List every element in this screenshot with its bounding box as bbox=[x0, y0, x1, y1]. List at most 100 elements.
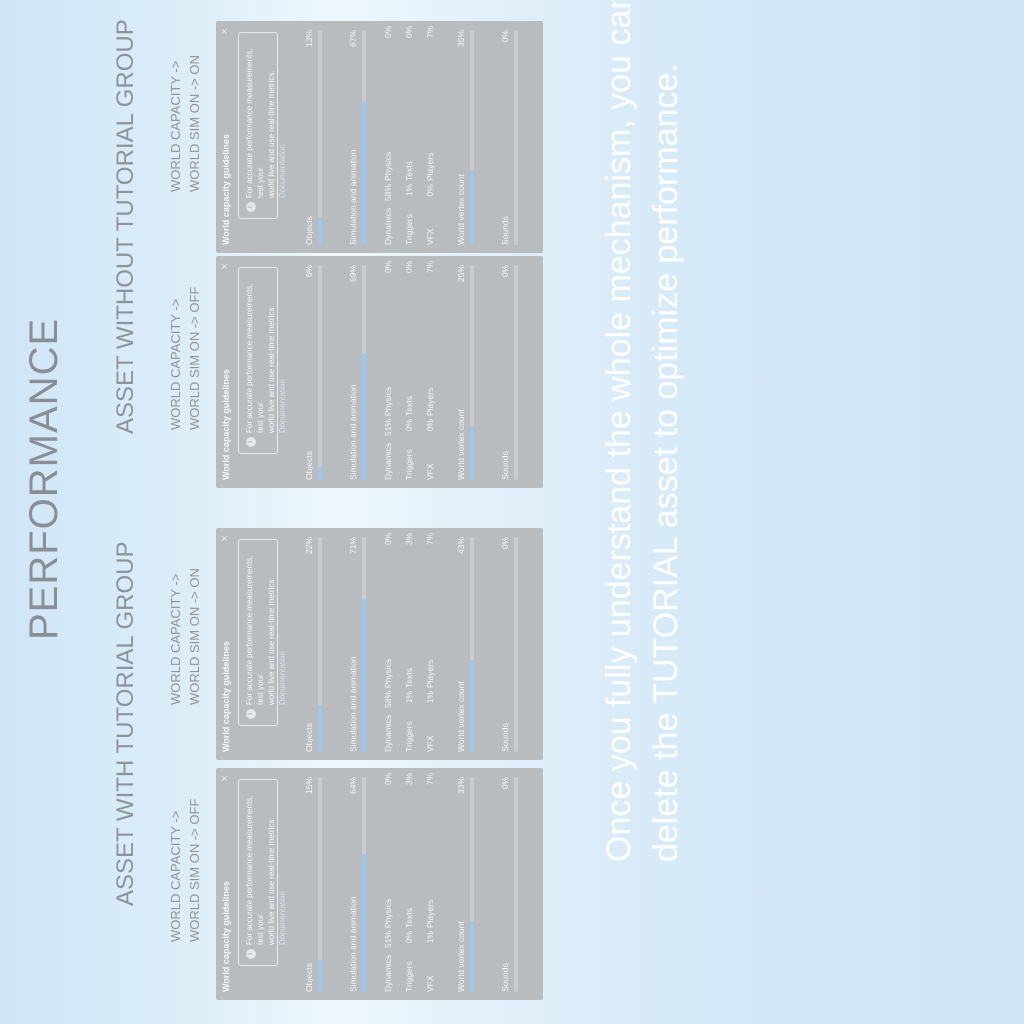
progress-track bbox=[318, 265, 322, 480]
close-icon[interactable]: × bbox=[219, 263, 231, 270]
sub-value: 58% bbox=[383, 691, 393, 709]
metric-value: 25% bbox=[456, 265, 466, 283]
caption-line: WORLD CAPACITY -> bbox=[168, 810, 183, 942]
heading-without-tutorial-group: ASSET WITHOUT TUTORIAL GROUP bbox=[112, 19, 139, 434]
sub-label: Dynamics bbox=[383, 207, 393, 245]
sub-value: 7% bbox=[425, 772, 435, 785]
sub-label: VFX bbox=[425, 735, 435, 752]
progress-track bbox=[318, 30, 322, 245]
progress-track bbox=[514, 30, 518, 245]
metric-label: World vertex count bbox=[456, 409, 466, 480]
sub-label: Players bbox=[425, 659, 435, 688]
documentation-link[interactable]: Documentation bbox=[278, 379, 287, 433]
metric-label: Sounds bbox=[500, 963, 510, 992]
message-line-2: delete the TUTORIAL asset to optimize pe… bbox=[647, 63, 685, 862]
sub-value: 0% bbox=[404, 25, 414, 38]
sub-value: 51% bbox=[383, 419, 393, 437]
metric-label: World vertex count bbox=[456, 174, 466, 245]
panel-title: World capacity guidelines bbox=[221, 134, 231, 245]
sub-label: Physics bbox=[383, 658, 393, 688]
info-text-line-2: world live and use real-time metrics. bbox=[267, 577, 276, 705]
sub-value: 3% bbox=[404, 532, 414, 545]
documentation-link[interactable]: Documentation bbox=[278, 891, 287, 945]
sub-label: Players bbox=[425, 899, 435, 928]
sub-label: Players bbox=[425, 152, 435, 181]
sub-value: 1% bbox=[425, 691, 435, 704]
progress-fill bbox=[470, 426, 474, 480]
metric-value: 6% bbox=[304, 265, 314, 278]
metric-label: Objects bbox=[304, 451, 314, 480]
metric-value: 22% bbox=[304, 537, 314, 555]
sub-value: 7% bbox=[425, 532, 435, 545]
info-text-line-2: world live and use real-time metrics. bbox=[267, 70, 276, 198]
metric-label: Objects bbox=[304, 216, 314, 245]
metric-label: Objects bbox=[304, 723, 314, 752]
sub-label: VFX bbox=[425, 228, 435, 245]
sub-value: 1% bbox=[425, 931, 435, 944]
sub-label: Physics bbox=[383, 151, 393, 181]
sub-label: Texts bbox=[404, 908, 414, 928]
info-text-line: For accurate performance measurements, t… bbox=[245, 555, 265, 705]
progress-fill bbox=[362, 353, 366, 480]
progress-track bbox=[470, 537, 474, 752]
close-icon[interactable]: × bbox=[219, 775, 231, 782]
progress-track bbox=[470, 30, 474, 245]
metric-label: World vertex count bbox=[456, 681, 466, 752]
sub-label: Texts bbox=[404, 161, 414, 181]
close-icon[interactable]: × bbox=[219, 28, 231, 35]
info-text-line: For accurate performance measurements, t… bbox=[245, 283, 265, 433]
progress-track bbox=[362, 265, 366, 480]
progress-fill bbox=[318, 704, 322, 752]
progress-fill bbox=[318, 959, 322, 992]
metric-value: 0% bbox=[500, 777, 510, 790]
sub-value: 0% bbox=[383, 260, 393, 273]
sub-value: 0% bbox=[383, 25, 393, 38]
progress-track bbox=[514, 265, 518, 480]
sub-value: 0% bbox=[425, 184, 435, 197]
metric-value: 43% bbox=[456, 537, 466, 555]
progress-track bbox=[514, 537, 518, 752]
progress-fill bbox=[470, 659, 474, 752]
metric-value: 33% bbox=[456, 777, 466, 795]
progress-fill bbox=[470, 921, 474, 992]
info-text-line: world live and use real-time metrics. Do… bbox=[266, 546, 288, 705]
sub-label: Texts bbox=[404, 396, 414, 416]
caption-line: WORLD SIM ON -> ON bbox=[187, 568, 202, 705]
sub-value: 7% bbox=[425, 260, 435, 273]
progress-fill bbox=[318, 217, 322, 245]
progress-track bbox=[514, 777, 518, 992]
metric-value: 64% bbox=[348, 777, 358, 795]
progress-track bbox=[318, 777, 322, 992]
sub-value: 3% bbox=[404, 772, 414, 785]
sub-value: 7% bbox=[425, 25, 435, 38]
page-title: PERFORMANCE bbox=[22, 317, 66, 640]
world-capacity-panel-2: World capacity guidelines × i For accura… bbox=[216, 528, 543, 760]
panel-title: World capacity guidelines bbox=[221, 641, 231, 752]
panel-title: World capacity guidelines bbox=[221, 881, 231, 992]
panel-title: World capacity guidelines bbox=[221, 369, 231, 480]
metric-value: 59% bbox=[348, 265, 358, 283]
caption-line: WORLD CAPACITY -> bbox=[168, 298, 183, 430]
close-icon[interactable]: × bbox=[219, 535, 231, 542]
info-icon: i bbox=[246, 949, 256, 959]
info-box: i For accurate performance measurements,… bbox=[238, 267, 287, 454]
message-line-1: Once you fully understand the whole mech… bbox=[600, 0, 638, 862]
progress-fill bbox=[362, 854, 366, 992]
sub-label: Triggers bbox=[404, 961, 414, 992]
info-text-line-2: world live and use real-time metrics. bbox=[267, 305, 276, 433]
sub-label: Physics bbox=[383, 898, 393, 928]
sub-label: Triggers bbox=[404, 449, 414, 480]
documentation-link[interactable]: Documentation bbox=[278, 651, 287, 705]
metric-value: 0% bbox=[500, 265, 510, 278]
metric-label: Simulation and animation bbox=[348, 149, 358, 245]
sub-label: VFX bbox=[425, 975, 435, 992]
progress-track bbox=[470, 777, 474, 992]
caption-1: WORLD CAPACITY -> WORLD SIM ON -> OFF bbox=[166, 799, 204, 942]
documentation-link[interactable]: Documentation bbox=[278, 144, 287, 198]
sub-value: 0% bbox=[383, 772, 393, 785]
sub-label: Physics bbox=[383, 386, 393, 416]
world-capacity-panel-3: World capacity guidelines × i For accura… bbox=[216, 256, 543, 488]
info-text-line-2: world live and use real-time metrics. bbox=[267, 817, 276, 945]
metric-value: 13% bbox=[304, 30, 314, 48]
metric-label: Sounds bbox=[500, 216, 510, 245]
